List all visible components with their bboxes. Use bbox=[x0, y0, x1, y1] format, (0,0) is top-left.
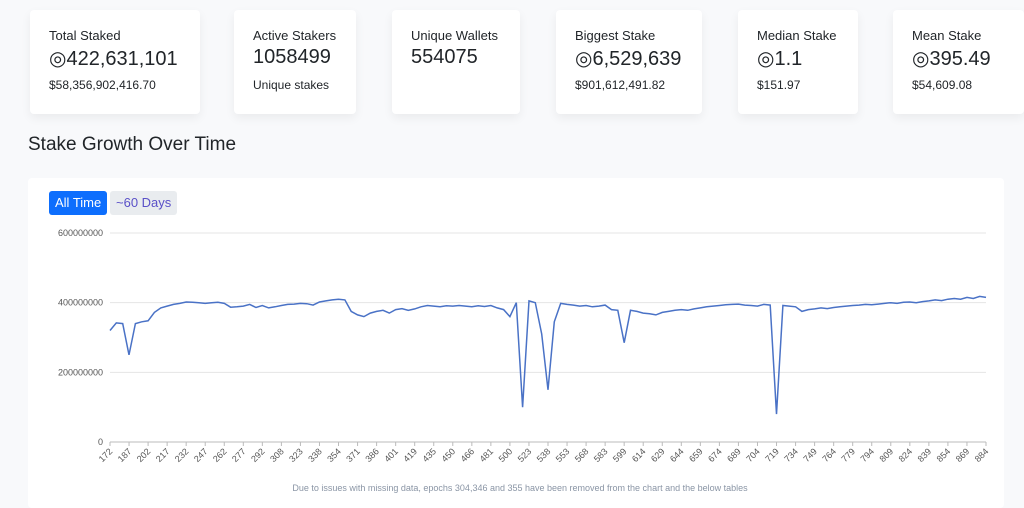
x-tick-label: 232 bbox=[173, 446, 191, 464]
x-tick-label: 869 bbox=[954, 446, 972, 464]
card-sub: $151.97 bbox=[757, 78, 801, 92]
x-tick-label: 659 bbox=[687, 446, 705, 464]
card-sub: Unique stakes bbox=[253, 78, 330, 92]
x-tick-label: 277 bbox=[230, 446, 248, 464]
stat-card: Unique Wallets 554075 bbox=[392, 10, 520, 114]
x-tick-label: 704 bbox=[744, 446, 762, 464]
x-tick-label: 292 bbox=[249, 446, 267, 464]
x-tick-label: 764 bbox=[820, 446, 838, 464]
y-tick-label: 400000000 bbox=[58, 298, 103, 308]
x-tick-label: 689 bbox=[725, 446, 743, 464]
card-title: Biggest Stake bbox=[575, 28, 656, 43]
x-tick-label: 323 bbox=[287, 446, 305, 464]
x-tick-label: 466 bbox=[459, 446, 477, 464]
x-tick-label: 247 bbox=[192, 446, 210, 464]
section-title: Stake Growth Over Time bbox=[28, 134, 237, 155]
card-title: Unique Wallets bbox=[411, 28, 498, 43]
x-tick-label: 854 bbox=[935, 446, 953, 464]
x-tick-label: 809 bbox=[877, 446, 895, 464]
card-sub: $58,356,902,416.70 bbox=[49, 78, 156, 92]
card-value: ◎6,529,639 bbox=[575, 48, 682, 70]
x-tick-label: 500 bbox=[497, 446, 515, 464]
y-tick-label: 0 bbox=[98, 437, 103, 447]
x-tick-label: 419 bbox=[401, 446, 419, 464]
all-time-button[interactable]: All Time bbox=[49, 191, 108, 215]
x-tick-label: 538 bbox=[535, 446, 553, 464]
card-sub: $54,609.08 bbox=[912, 78, 973, 92]
x-tick-label: 553 bbox=[554, 446, 572, 464]
card-title: Median Stake bbox=[757, 28, 837, 43]
x-tick-label: 719 bbox=[763, 446, 781, 464]
x-tick-label: 386 bbox=[363, 446, 381, 464]
stake-line bbox=[109, 295, 987, 415]
card-title: Active Stakers bbox=[253, 28, 337, 43]
x-tick-label: 450 bbox=[439, 446, 457, 464]
x-tick-label: 583 bbox=[592, 446, 610, 464]
y-tick-label: 600000000 bbox=[58, 228, 103, 238]
x-tick-label: 187 bbox=[116, 446, 134, 464]
y-tick-label: 200000000 bbox=[58, 367, 103, 377]
x-tick-label: 794 bbox=[858, 446, 876, 464]
sixty-days-button[interactable]: ~60 Days bbox=[110, 191, 178, 215]
x-tick-label: 217 bbox=[154, 446, 172, 464]
stat-card: Median Stake ◎1.1 $151.97 bbox=[738, 10, 858, 114]
x-tick-label: 779 bbox=[839, 446, 857, 464]
card-value: 1058499 bbox=[253, 46, 331, 68]
stat-card: Mean Stake ◎395.49 $54,609.08 bbox=[893, 10, 1024, 114]
x-tick-label: 338 bbox=[306, 446, 324, 464]
card-sub: $901,612,491.82 bbox=[575, 78, 666, 92]
x-tick-label: 262 bbox=[211, 446, 229, 464]
x-tick-label: 599 bbox=[611, 446, 629, 464]
x-tick-label: 749 bbox=[801, 446, 819, 464]
x-tick-label: 824 bbox=[897, 446, 915, 464]
x-tick-label: 523 bbox=[516, 446, 534, 464]
x-tick-label: 308 bbox=[268, 446, 286, 464]
x-tick-label: 435 bbox=[420, 446, 438, 464]
x-tick-label: 674 bbox=[706, 446, 724, 464]
x-tick-label: 371 bbox=[344, 446, 362, 464]
x-tick-label: 172 bbox=[97, 446, 115, 464]
x-tick-label: 614 bbox=[630, 446, 648, 464]
x-tick-label: 644 bbox=[668, 446, 686, 464]
card-value: ◎1.1 bbox=[757, 48, 803, 70]
x-tick-label: 481 bbox=[478, 446, 496, 464]
card-value: 554075 bbox=[411, 46, 478, 68]
x-tick-label: 734 bbox=[782, 446, 800, 464]
x-tick-label: 354 bbox=[325, 446, 343, 464]
card-value: ◎422,631,101 bbox=[49, 48, 178, 70]
stat-card: Active Stakers 1058499 Unique stakes bbox=[234, 10, 356, 114]
card-title: Mean Stake bbox=[912, 28, 982, 43]
x-tick-label: 202 bbox=[135, 446, 153, 464]
x-tick-label: 839 bbox=[916, 446, 934, 464]
x-tick-label: 884 bbox=[973, 446, 991, 464]
stat-card: Total Staked ◎422,631,101 $58,356,902,416.… bbox=[30, 10, 200, 114]
footnote: Due to issues with missing data, epochs … bbox=[292, 483, 748, 493]
card-title: Total Staked bbox=[49, 28, 121, 43]
x-tick-label: 401 bbox=[382, 446, 400, 464]
x-tick-label: 568 bbox=[573, 446, 591, 464]
card-value: ◎395.49 bbox=[912, 48, 991, 70]
stat-card: Biggest Stake ◎6,529,639 $901,612,491.82 bbox=[556, 10, 702, 114]
x-tick-label: 629 bbox=[649, 446, 667, 464]
